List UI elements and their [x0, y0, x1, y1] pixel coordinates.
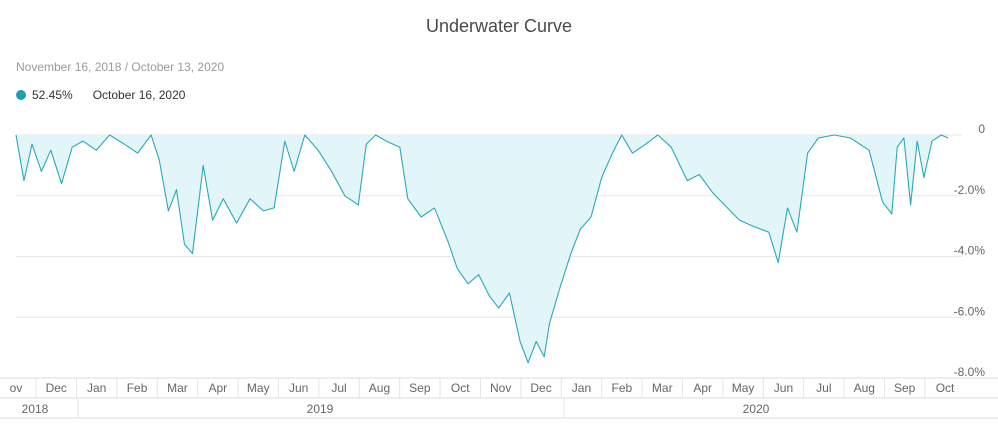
- x-month-label: Feb: [127, 381, 148, 395]
- x-month-label: Dec: [530, 381, 551, 395]
- y-tick-label: 0: [978, 122, 985, 136]
- x-month-label: Nov: [490, 381, 511, 395]
- y-tick-label: -2.0%: [954, 183, 986, 197]
- x-month-label: May: [732, 381, 755, 395]
- legend-date: October 16, 2020: [92, 88, 186, 102]
- x-month-label: Jun: [289, 381, 308, 395]
- x-month-label: Apr: [209, 381, 228, 395]
- x-year-label: 2018: [22, 402, 49, 416]
- x-month-label: Jul: [331, 381, 346, 395]
- y-tick-label: -8.0%: [954, 365, 986, 379]
- x-month-label: Jun: [774, 381, 793, 395]
- x-year-label: 2020: [743, 402, 770, 416]
- x-month-label: Aug: [369, 381, 390, 395]
- x-month-label: ov: [10, 381, 23, 395]
- underwater-line: [15, 134, 949, 364]
- legend: 52.45% October 16, 2020: [16, 88, 185, 102]
- legend-dot-icon: [16, 90, 26, 100]
- underwater-area: [16, 135, 948, 363]
- x-month-label: Sep: [894, 381, 916, 395]
- x-month-label: Aug: [854, 381, 875, 395]
- x-month-label: Mar: [652, 381, 673, 395]
- x-month-label: Oct: [451, 381, 470, 395]
- legend-value: 52.45%: [32, 88, 73, 102]
- x-month-label: Oct: [936, 381, 955, 395]
- x-year-label: 2019: [307, 402, 334, 416]
- x-month-label: Jan: [87, 381, 106, 395]
- x-month-label: Mar: [167, 381, 188, 395]
- x-month-label: Jul: [816, 381, 831, 395]
- x-month-label: Sep: [409, 381, 431, 395]
- chart-title: Underwater Curve: [425, 16, 573, 36]
- x-month-label: Apr: [693, 381, 712, 395]
- x-month-label: Jan: [572, 381, 591, 395]
- y-tick-label: -4.0%: [954, 244, 986, 258]
- date-range: November 16, 2018 / October 13, 2020: [16, 60, 225, 74]
- y-tick-label: -6.0%: [954, 304, 986, 318]
- x-month-label: May: [247, 381, 270, 395]
- x-month-label: Dec: [46, 381, 67, 395]
- x-month-label: Feb: [612, 381, 633, 395]
